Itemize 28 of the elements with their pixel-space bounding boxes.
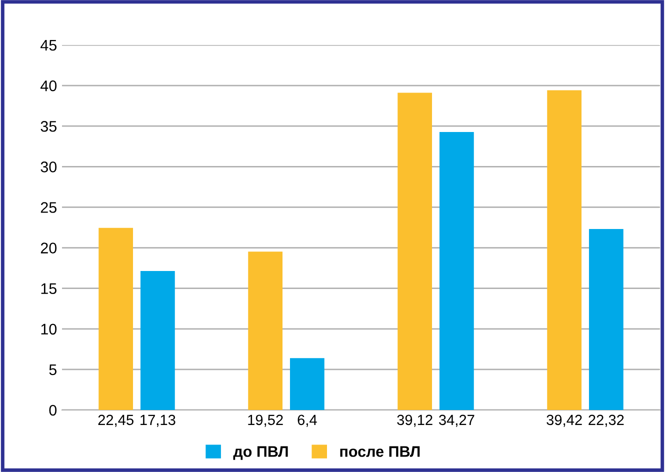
y-tick-label: 5 [49,364,56,376]
y-tick-label: 45 [40,40,56,51]
data-label: 22,45 [98,414,134,427]
bar [398,92,432,410]
data-label: 19,52 [248,414,283,427]
y-tick-label: 0 [49,404,57,416]
y-tick-label: 35 [40,120,56,132]
bar [248,252,283,410]
y-tick-label: 10 [41,324,57,335]
legend-label: до ПВЛ [233,446,288,460]
legend-label: после ПВЛ [340,446,420,457]
bar [98,228,134,410]
y-tick-label: 30 [40,162,57,172]
y-tick-label: 25 [40,202,56,213]
data-label: 17,13 [140,414,176,427]
data-label: 22,32 [588,414,624,427]
y-tick-label: 15 [41,283,56,294]
y-tick-label: 20 [40,242,57,254]
bar [547,90,582,410]
data-label: 39,12 [397,414,432,427]
data-label: 6,4 [298,414,317,427]
bar [439,132,474,410]
bar [588,228,624,410]
y-tick-label: 40 [40,80,57,92]
bar [140,271,175,410]
data-label: 34,27 [438,414,474,427]
bar [290,358,324,410]
data-label: 39,42 [546,414,582,427]
